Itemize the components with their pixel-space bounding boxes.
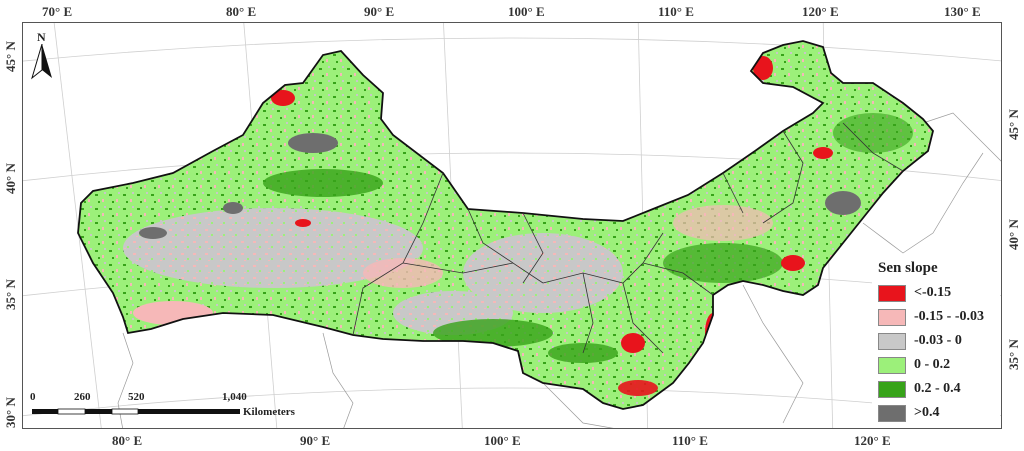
top-tick-70e: 70° E [42,4,73,19]
scale-label-1040: 1,040 [222,391,247,403]
map-frame [22,22,1002,429]
province-boundaries [352,122,904,354]
scale-label-520: 520 [128,391,145,403]
top-tick-100e: 100° E [508,4,545,19]
top-tick-80e: 80° E [226,4,257,19]
legend-item-0-02: 0 - 0.2 [878,354,950,376]
legend-title: Sen slope [878,260,938,276]
context-boundaries [117,112,1001,428]
scale-unit: Kilometers [243,406,295,418]
legend: Sen slope <-0.15 -0.15 - -0.03 -0.03 - 0… [872,258,1000,428]
legend-label: 0 - 0.2 [914,357,951,372]
top-tick-110e: 110° E [658,4,694,19]
legend-swatch [878,356,906,374]
legend-label: >0.4 [914,405,940,420]
bottom-tick-120e: 120° E [854,433,891,448]
north-label: N [37,30,46,44]
legend-label: <-0.15 [914,285,952,300]
right-tick-45n: 45° N [1006,109,1021,140]
legend-swatch [878,308,906,326]
bottom-tick-90e: 90° E [300,433,331,448]
bottom-tick-100e: 100° E [484,433,521,448]
north-arrow-icon [31,44,52,80]
legend-label: -0.15 - -0.03 [914,309,984,324]
scale-label-260: 260 [74,391,91,403]
top-tick-130e: 130° E [944,4,981,19]
legend-label: 0.2 - 0.4 [914,381,961,396]
legend-swatch [878,284,906,302]
legend-swatch [878,332,906,350]
right-tick-35n: 35° N [1006,339,1021,370]
left-tick-45n: 45° N [3,41,18,72]
legend-item-neg003-0: -0.03 - 0 [878,330,962,352]
top-tick-90e: 90° E [364,4,395,19]
legend-item-neg015-neg003: -0.15 - -0.03 [878,306,984,328]
legend-item-02-04: 0.2 - 0.4 [878,378,961,400]
legend-swatch [878,380,906,398]
bottom-tick-110e: 110° E [672,433,708,448]
scale-bar-graphic [32,408,240,415]
legend-item-gt-04: >0.4 [878,402,939,424]
top-tick-120e: 120° E [802,4,839,19]
legend-item-lt-neg015: <-0.15 [878,282,951,304]
north-arrow: N [30,30,54,80]
legend-swatch [878,404,906,422]
map-canvas [23,23,1001,428]
bottom-tick-80e: 80° E [112,433,143,448]
left-tick-40n: 40° N [3,163,18,194]
left-tick-30n: 30° N [3,397,18,428]
left-tick-35n: 35° N [3,279,18,310]
scale-label-0: 0 [30,391,36,403]
legend-label: -0.03 - 0 [914,333,962,348]
right-tick-40n: 40° N [1006,219,1021,250]
